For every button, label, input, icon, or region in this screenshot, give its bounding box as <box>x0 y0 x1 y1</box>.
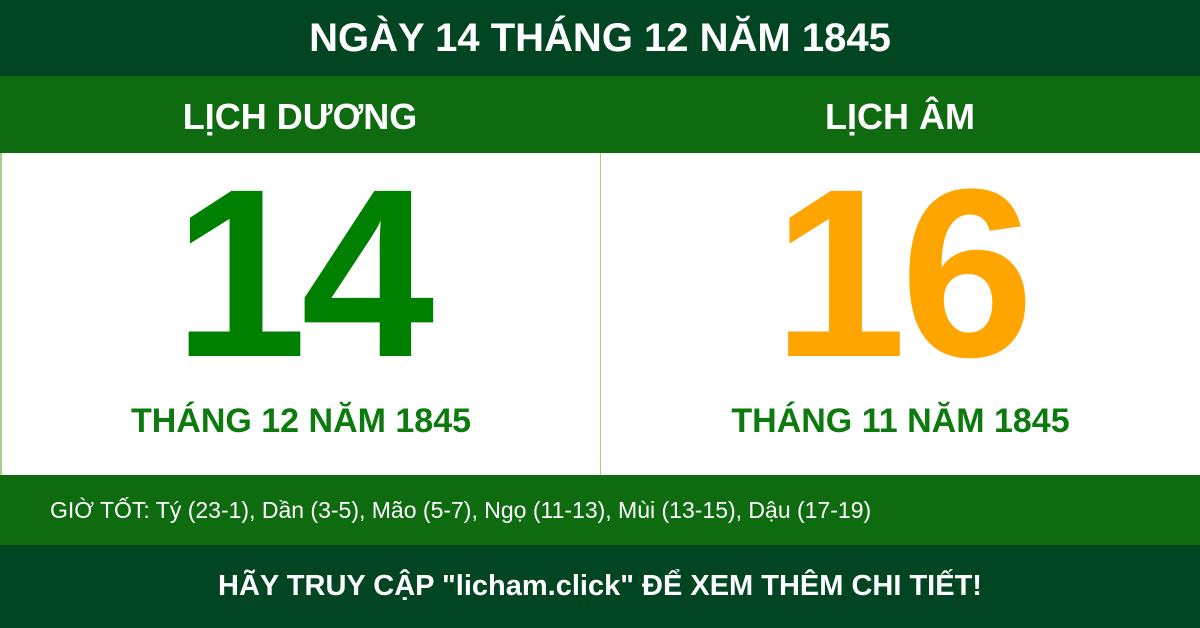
calendar-body: 14 THÁNG 12 NĂM 1845 16 THÁNG 11 NĂM 184… <box>0 153 1200 475</box>
good-hours: GIỜ TỐT: Tý (23-1), Dần (3-5), Mão (5-7)… <box>0 475 1200 545</box>
calendar-headers: LỊCH DƯƠNG LỊCH ÂM <box>0 76 1200 153</box>
footer-cta: HÃY TRUY CẬP "licham.click" ĐỂ XEM THÊM … <box>0 545 1200 628</box>
solar-column: 14 THÁNG 12 NĂM 1845 <box>2 153 601 475</box>
lunar-label: LỊCH ÂM <box>825 96 975 137</box>
solar-month-year: THÁNG 12 NĂM 1845 <box>130 402 472 440</box>
solar-day: 14 <box>173 153 435 407</box>
lunar-month-year: THÁNG 11 NĂM 1845 <box>731 402 1070 440</box>
solar-label: LỊCH DƯƠNG <box>182 96 418 137</box>
lunar-column: 16 THÁNG 11 NĂM 1845 <box>601 153 1200 475</box>
lunar-day: 16 <box>773 153 1034 407</box>
page-title: NGÀY 14 THÁNG 12 NĂM 1845 <box>0 0 1200 76</box>
